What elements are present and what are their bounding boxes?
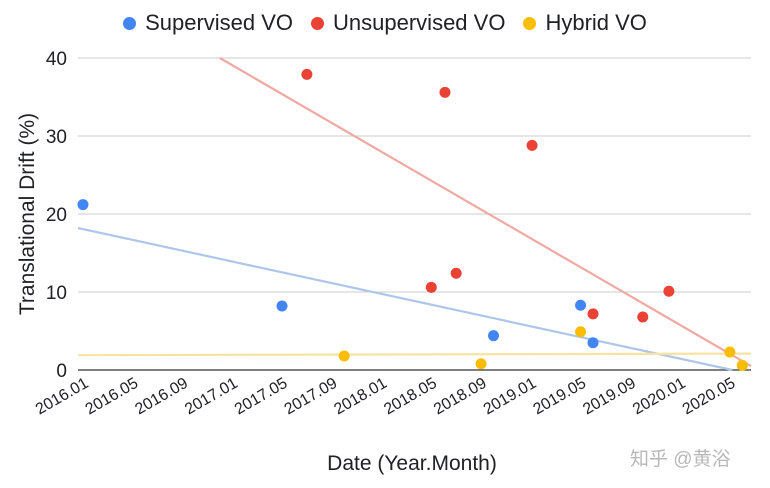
data-point (276, 300, 288, 312)
y-tick-label: 0 (56, 361, 67, 382)
data-point (736, 359, 748, 371)
x-tick-label: 2018.05 (381, 375, 440, 419)
x-tick-label: 2019.09 (580, 375, 639, 419)
x-tick-label: 2018.09 (431, 375, 490, 419)
legend-label: Hybrid VO (545, 10, 647, 35)
x-tick-label: 2017.05 (232, 375, 291, 419)
data-point (663, 285, 675, 297)
data-point (77, 199, 89, 211)
legend-label: Unsupervised VO (333, 10, 506, 35)
x-tick-labels: 2016.012016.052016.092017.012017.052017.… (33, 375, 739, 419)
y-tick-label: 40 (46, 49, 67, 70)
data-point (475, 358, 487, 370)
legend-item: Hybrid VO (523, 10, 647, 36)
x-tick-label: 2019.01 (481, 375, 540, 419)
x-tick-label: 2019.05 (530, 375, 589, 419)
data-point (301, 68, 313, 80)
trendline (77, 352, 752, 357)
gridlines (78, 57, 751, 371)
data-point (575, 326, 587, 338)
watermark: 知乎 @黄浴 (630, 449, 731, 470)
data-point (338, 350, 350, 362)
data-point (587, 308, 599, 320)
data-point (575, 299, 587, 311)
data-point (526, 139, 538, 151)
x-tick-label: 2017.09 (282, 375, 341, 419)
data-point (439, 86, 451, 98)
y-axis-label: Translational Drift (%) (16, 113, 39, 315)
trendline (77, 226, 733, 372)
legend-marker-icon (311, 16, 325, 30)
data-points (77, 68, 748, 371)
data-point (637, 311, 649, 323)
legend-item: Unsupervised VO (311, 10, 505, 36)
legend-marker-icon (123, 16, 137, 30)
data-point (724, 346, 736, 358)
y-tick-label: 10 (46, 283, 67, 304)
data-point (425, 281, 437, 293)
legend-label: Supervised VO (145, 10, 294, 35)
data-point (450, 267, 462, 279)
legend: Supervised VO Unsupervised VO Hybrid VO (0, 10, 770, 36)
legend-marker-icon (523, 16, 537, 30)
x-tick-label: 2020.05 (680, 375, 739, 419)
y-tick-label: 20 (46, 205, 67, 226)
trendline (219, 57, 752, 368)
data-point (587, 337, 599, 349)
legend-item: Supervised VO (123, 10, 293, 36)
x-tick-label: 2016.05 (83, 375, 142, 419)
x-tick-label: 2020.01 (630, 375, 689, 419)
y-tick-labels: 0 10 20 30 40 (46, 49, 67, 382)
x-tick-label: 2017.01 (182, 375, 241, 419)
x-tick-label: 2018.01 (331, 375, 390, 419)
x-axis-label: Date (Year.Month) (327, 452, 497, 475)
y-tick-label: 30 (46, 127, 67, 148)
trendlines (77, 57, 752, 372)
x-tick-label: 2016.09 (132, 375, 191, 419)
data-point (487, 330, 499, 342)
